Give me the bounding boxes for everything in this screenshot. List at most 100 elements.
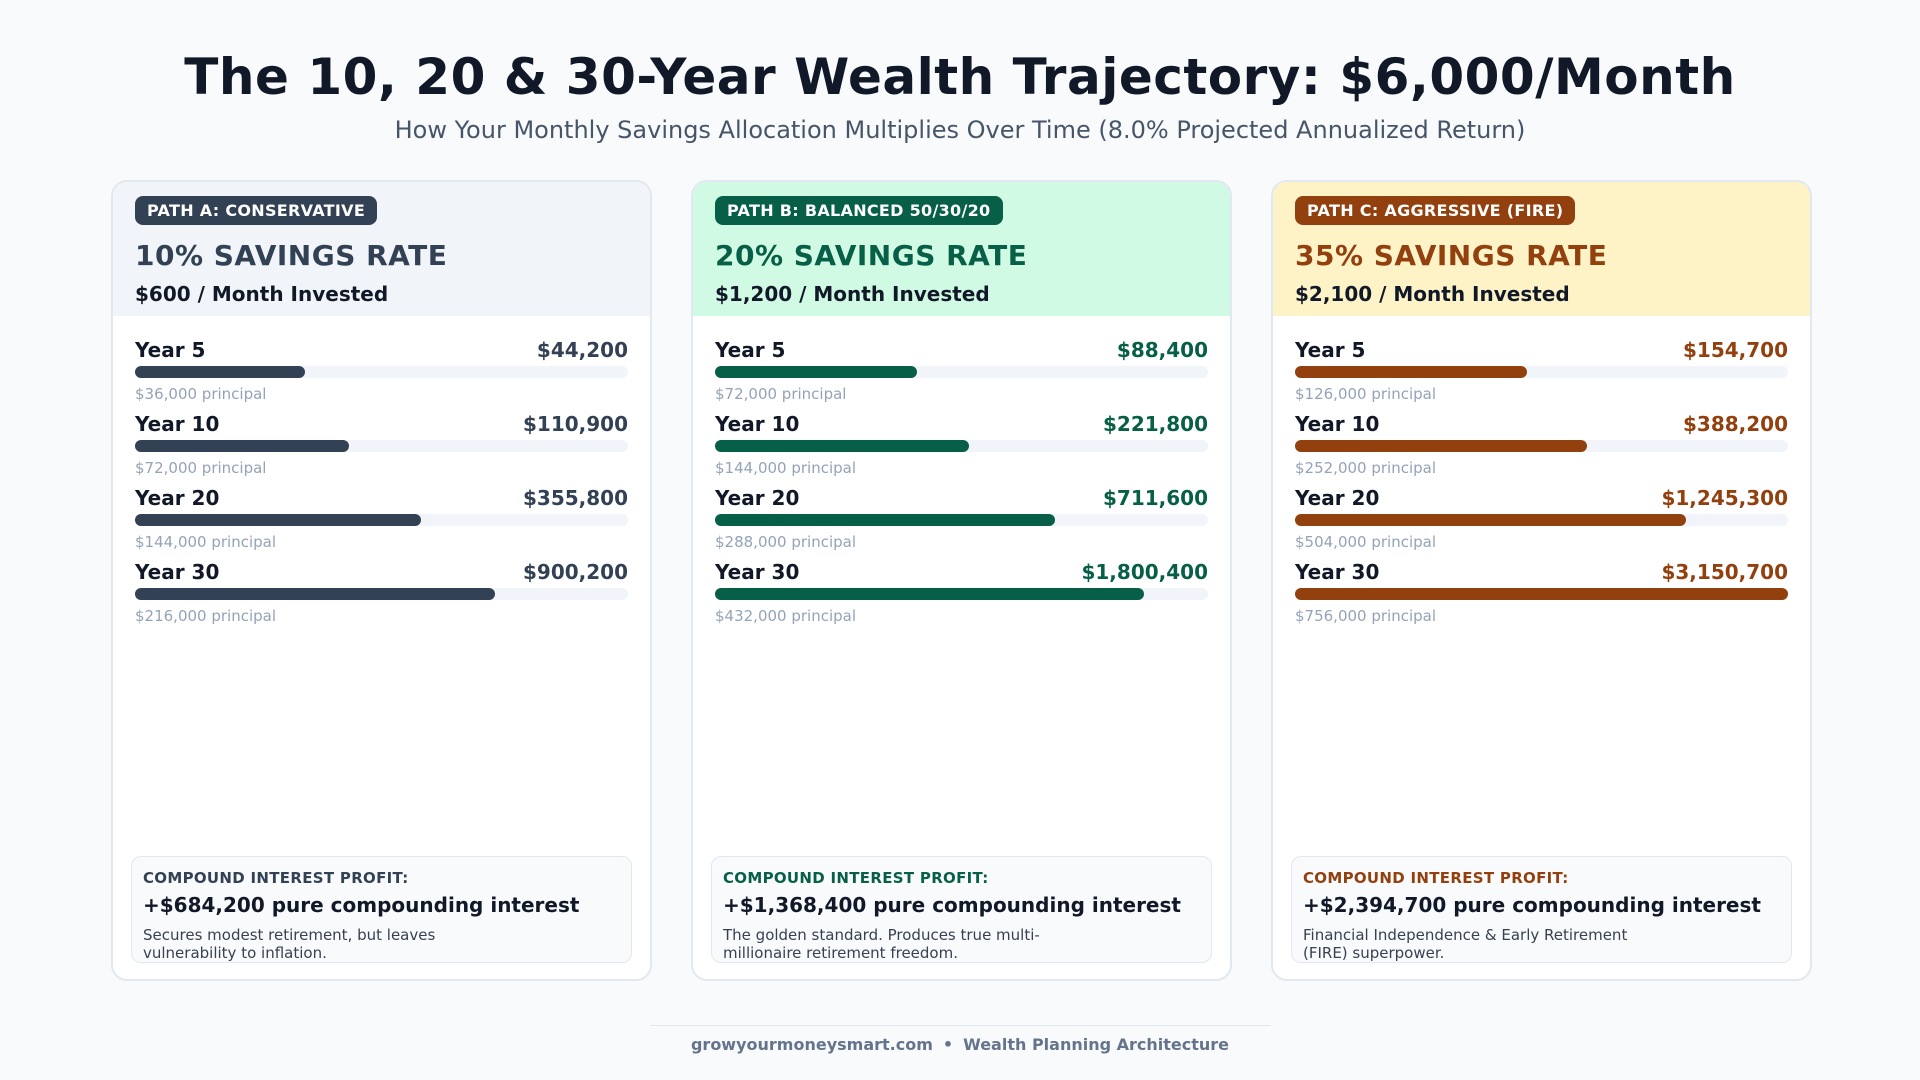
profit-value: +$1,368,400 pure compounding interest [723,893,1181,917]
card-header: PATH C: AGGRESSIVE (FIRE) 35% SAVINGS RAT… [1273,182,1810,316]
milestone-row: Year 10 $388,200 $252,000 principal [1295,412,1788,486]
footer: growyourmoneysmart.com • Wealth Planning A… [0,1035,1920,1054]
milestone-row: Year 20 $711,600 $288,000 principal [715,486,1208,560]
milestone-value-label: $221,800 [1102,412,1208,436]
bar-fill [715,514,1055,526]
monthly-invested: $600 / Month Invested [135,282,389,306]
milestone-row: Year 5 $88,400 $72,000 principal [715,338,1208,412]
footer-separator: • [942,1035,954,1054]
profit-note: Financial Independence & Early Retiremen… [1303,926,1628,962]
milestone-value-label: $44,200 [536,338,628,362]
principal-label: $144,000 principal [135,533,276,551]
milestone-row: Year 10 $110,900 $72,000 principal [135,412,628,486]
page-title: The 10, 20 & 30-Year Wealth Trajectory: … [184,48,1736,106]
milestone-year-label: Year 20 [1295,486,1380,510]
milestone-row: Year 30 $3,150,700 $756,000 principal [1295,560,1788,634]
milestone-value-label: $711,600 [1102,486,1208,510]
milestone-year-label: Year 10 [715,412,800,436]
milestone-year-label: Year 10 [135,412,220,436]
milestone-row: Year 10 $221,800 $144,000 principal [715,412,1208,486]
bar-track [135,588,628,600]
milestone-year-label: Year 5 [715,338,786,362]
milestone-value-label: $388,200 [1682,412,1788,436]
bar-fill [135,440,349,452]
footer-divider [650,1025,1271,1026]
milestone-year-label: Year 5 [1295,338,1366,362]
principal-label: $504,000 principal [1295,533,1436,551]
bar-track [715,440,1208,452]
milestone-row: Year 20 $1,245,300 $504,000 principal [1295,486,1788,560]
profit-label: COMPOUND INTEREST PROFIT: [1303,869,1569,887]
monthly-invested: $2,100 / Month Invested [1295,282,1570,306]
milestone-year-label: Year 5 [135,338,206,362]
footer-tagline: Wealth Planning Architecture [963,1035,1230,1054]
bar-fill [715,440,969,452]
page-subtitle: How Your Monthly Savings Allocation Mult… [394,116,1526,144]
milestone-year-label: Year 30 [715,560,800,584]
footer-site[interactable]: growyourmoneysmart.com [690,1035,933,1054]
profit-box: COMPOUND INTEREST PROFIT: +$2,394,700 pur… [1291,856,1792,963]
profit-note: Secures modest retirement, but leaves vu… [143,926,436,962]
milestone-year-label: Year 30 [135,560,220,584]
bar-track [135,440,628,452]
milestone-value-label: $110,900 [522,412,628,436]
milestone-value-label: $1,245,300 [1661,486,1788,510]
milestone-year-label: Year 10 [1295,412,1380,436]
milestone-year-label: Year 30 [1295,560,1380,584]
path-badge: PATH A: CONSERVATIVE [135,196,378,225]
card-header: PATH B: BALANCED 50/30/20 20% SAVINGS RAT… [693,182,1230,316]
milestone-value-label: $3,150,700 [1661,560,1788,584]
principal-label: $252,000 principal [1295,459,1436,477]
milestone-value-label: $154,700 [1682,338,1788,362]
bar-fill [715,366,917,378]
bar-track [715,366,1208,378]
milestone-list: Year 5 $88,400 $72,000 principal Year 10 $22… [693,316,1230,634]
principal-label: $72,000 principal [715,385,847,403]
path-card-b: PATH B: BALANCED 50/30/20 20% SAVINGS RAT… [691,180,1232,981]
bar-track [1295,514,1788,526]
profit-value: +$684,200 pure compounding interest [143,893,580,917]
principal-label: $72,000 principal [135,459,267,477]
milestone-year-label: Year 20 [715,486,800,510]
profit-value: +$2,394,700 pure compounding interest [1303,893,1761,917]
path-badge: PATH C: AGGRESSIVE (FIRE) [1295,196,1576,225]
bar-fill [1295,366,1528,378]
path-badge: PATH B: BALANCED 50/30/20 [715,196,1003,225]
savings-rate: 20% SAVINGS RATE [715,239,1028,272]
milestone-row: Year 30 $1,800,400 $432,000 principal [715,560,1208,634]
principal-label: $126,000 principal [1295,385,1436,403]
milestone-row: Year 20 $355,800 $144,000 principal [135,486,628,560]
principal-label: $144,000 principal [715,459,856,477]
milestone-row: Year 5 $44,200 $36,000 principal [135,338,628,412]
milestone-year-label: Year 20 [135,486,220,510]
milestone-row: Year 30 $900,200 $216,000 principal [135,560,628,634]
bar-fill [135,514,421,526]
principal-label: $36,000 principal [135,385,267,403]
bar-track [135,514,628,526]
bar-fill [1295,588,1788,600]
bar-track [715,588,1208,600]
bar-track [135,366,628,378]
bar-track [715,514,1208,526]
bar-fill [1295,514,1686,526]
milestone-list: Year 5 $44,200 $36,000 principal Year 10 $11… [113,316,650,634]
bar-fill [1295,440,1588,452]
principal-label: $756,000 principal [1295,607,1436,625]
profit-box: COMPOUND INTEREST PROFIT: +$684,200 pure … [131,856,632,963]
principal-label: $216,000 principal [135,607,276,625]
profit-note: The golden standard. Produces true multi… [723,926,1040,962]
bar-track [1295,440,1788,452]
bar-fill [715,588,1144,600]
principal-label: $432,000 principal [715,607,856,625]
milestone-value-label: $1,800,400 [1081,560,1208,584]
card-header: PATH A: CONSERVATIVE 10% SAVINGS RATE $600… [113,182,650,316]
bar-track [1295,588,1788,600]
bar-fill [135,366,305,378]
milestone-list: Year 5 $154,700 $126,000 principal Year 10 $… [1273,316,1810,634]
profit-box: COMPOUND INTEREST PROFIT: +$1,368,400 pur… [711,856,1212,963]
bar-fill [135,588,496,600]
milestone-value-label: $900,200 [522,560,628,584]
principal-label: $288,000 principal [715,533,856,551]
profit-label: COMPOUND INTEREST PROFIT: [143,869,409,887]
savings-rate: 10% SAVINGS RATE [135,239,448,272]
